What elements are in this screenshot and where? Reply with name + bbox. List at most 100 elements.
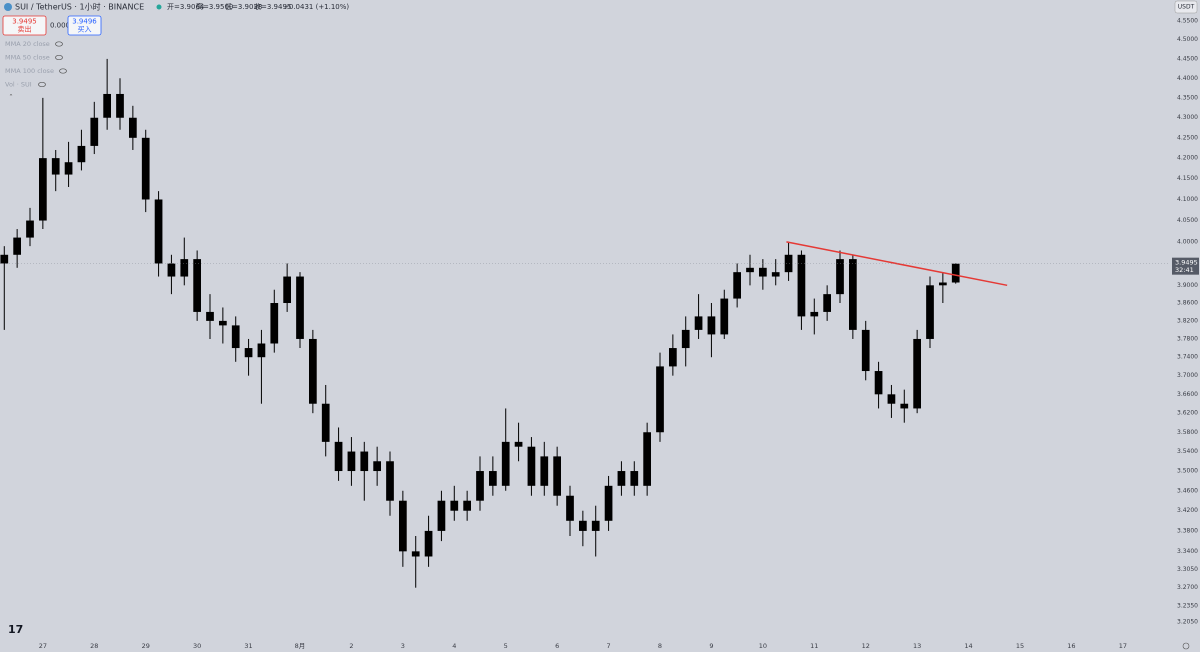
indicator-label: Vol · SUI <box>5 81 32 89</box>
candle-body <box>900 403 909 409</box>
y-tick-label: 3.7000 <box>1177 372 1198 379</box>
spread: 0.0001 <box>50 22 75 30</box>
y-tick-label: 3.3050 <box>1177 566 1198 573</box>
candle-body <box>566 495 574 521</box>
candle-body <box>424 530 433 557</box>
y-tick-label: 4.3500 <box>1177 94 1198 101</box>
visibility-icon[interactable] <box>59 68 67 74</box>
candle-body <box>219 320 227 326</box>
candle-body <box>861 329 870 372</box>
sell-label: 卖出 <box>18 25 32 34</box>
y-tick-label: 3.5000 <box>1177 468 1198 475</box>
x-tick-label: 9 <box>709 642 713 650</box>
y-tick-label: 3.3400 <box>1177 548 1198 555</box>
candle-body <box>193 259 201 312</box>
sell-button[interactable] <box>2 15 47 36</box>
x-tick-label: 31 <box>244 642 252 650</box>
candle-body <box>810 311 819 317</box>
candle-body <box>437 500 446 531</box>
x-tick-label: 5 <box>504 642 508 650</box>
candle-body <box>103 93 111 118</box>
candle-body <box>694 316 703 330</box>
candle-body <box>939 282 947 286</box>
candle-body <box>514 441 523 447</box>
y-tick-label: 3.7800 <box>1177 335 1198 342</box>
candle-body <box>283 276 291 304</box>
x-tick-label: 29 <box>142 642 150 650</box>
y-tick-label: 4.4500 <box>1177 55 1198 62</box>
x-tick-label: 2 <box>349 642 353 650</box>
x-tick-label: 30 <box>193 642 201 650</box>
market-status <box>156 4 162 10</box>
y-tick-label: 4.2500 <box>1177 134 1198 141</box>
candle-body <box>733 272 741 299</box>
candle-body <box>874 371 883 395</box>
candle-body <box>257 343 266 358</box>
x-tick-label: 11 <box>810 642 818 650</box>
candle-body <box>77 145 86 163</box>
x-tick-label: 12 <box>862 642 870 650</box>
candle-body <box>373 461 381 472</box>
visibility-icon[interactable] <box>38 81 46 88</box>
visibility-icon[interactable] <box>55 41 63 47</box>
last-price: 3.9495 <box>1175 259 1198 267</box>
y-tick-label: 4.5500 <box>1177 17 1198 24</box>
settings-icon[interactable] <box>1182 642 1190 650</box>
y-tick-label: 3.3800 <box>1177 527 1198 534</box>
candle-body <box>836 259 844 295</box>
currency-button[interactable] <box>1174 0 1198 14</box>
candle-body <box>154 199 163 264</box>
candle-body <box>759 267 767 277</box>
buy-label: 买入 <box>78 26 92 34</box>
x-tick-label: 3 <box>401 642 405 650</box>
x-tick-label: 13 <box>913 642 921 650</box>
symbol[interactable]: SUI / TetherUS · 1小时 · BINANCE <box>15 2 144 12</box>
candle-body <box>527 446 536 486</box>
candle-body <box>797 254 806 317</box>
candle-body <box>450 500 459 511</box>
candle-body <box>296 276 304 339</box>
candle-body <box>591 520 600 531</box>
buy-button[interactable] <box>67 15 102 36</box>
currency: USDT <box>1178 4 1195 11</box>
y-tick-label: 4.3000 <box>1177 114 1198 121</box>
candle-body <box>360 451 369 472</box>
candle-body <box>231 325 240 349</box>
candle-body <box>849 259 857 330</box>
x-tick-label: 14 <box>964 642 972 650</box>
y-tick-label: 3.6200 <box>1177 410 1198 417</box>
x-tick-label: 27 <box>39 642 47 650</box>
x-tick-label: 17 <box>1119 642 1127 650</box>
candle-body <box>129 117 137 138</box>
candle-body <box>399 500 407 552</box>
candle-body <box>476 471 484 501</box>
visibility-icon[interactable] <box>55 54 63 61</box>
candle-body <box>116 93 124 118</box>
y-tick-label: 3.7400 <box>1177 354 1198 361</box>
x-tick-label: 16 <box>1067 642 1075 650</box>
x-tick-label: 7 <box>607 642 611 650</box>
ohlc-change: +0.0431 (+1.10%) <box>283 3 349 11</box>
ohlc-close: 收=3.9495 <box>254 2 291 11</box>
y-tick-label: 4.4000 <box>1177 75 1198 82</box>
x-tick-label: 28 <box>90 642 98 650</box>
candle-body <box>746 267 754 273</box>
candle-body <box>309 338 317 404</box>
candle-body <box>51 158 60 175</box>
candle-body <box>823 294 831 312</box>
candle-body <box>553 456 561 496</box>
indicator-label: MMA 100 close <box>5 67 54 75</box>
candle-body <box>321 403 330 442</box>
tv-logo: 17 <box>8 623 23 636</box>
x-tick-label: 8 <box>658 642 662 650</box>
candle-body <box>334 441 343 472</box>
indicator-label: MMA 50 close <box>5 54 50 62</box>
candle-body <box>604 485 613 521</box>
last-price-box <box>1172 257 1199 275</box>
candle-body <box>39 158 47 221</box>
y-tick-label: 4.0000 <box>1177 238 1198 245</box>
y-tick-label: 4.1000 <box>1177 196 1198 203</box>
collapse-toggle[interactable]: ˆ <box>9 93 13 103</box>
candle-body <box>141 137 150 200</box>
